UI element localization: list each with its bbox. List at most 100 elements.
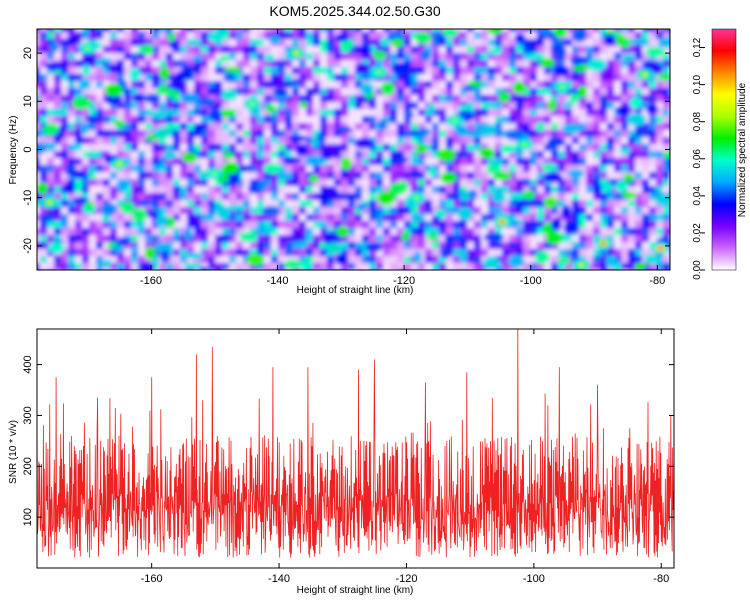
heatmap-cell — [586, 88, 594, 96]
heatmap-cell — [425, 88, 433, 96]
heatmap-y-tick-label: -10 — [22, 190, 34, 206]
heatmap-cell — [257, 249, 265, 257]
heatmap-cell — [75, 207, 83, 215]
heatmap-cell — [89, 179, 97, 187]
heatmap-cell — [145, 235, 153, 243]
heatmap-cell — [607, 130, 615, 138]
heatmap-cell — [145, 214, 153, 222]
heatmap-cell — [89, 32, 97, 40]
heatmap-cell — [299, 32, 307, 40]
heatmap-cell — [313, 29, 321, 33]
heatmap-cell — [124, 67, 132, 75]
heatmap-cell — [138, 109, 146, 117]
heatmap-cell — [180, 137, 188, 145]
heatmap-cell — [243, 151, 251, 159]
heatmap-cell — [670, 74, 678, 82]
heatmap-cell — [89, 60, 97, 68]
heatmap-cell — [37, 95, 41, 103]
heatmap-cell — [404, 144, 412, 152]
heatmap-cell — [37, 200, 41, 208]
heatmap-cell — [614, 158, 622, 166]
heatmap-cell — [334, 158, 342, 166]
heatmap-cell — [558, 74, 566, 82]
heatmap-cell — [369, 235, 377, 243]
heatmap-cell — [362, 200, 370, 208]
heatmap-cell — [446, 46, 454, 54]
heatmap-cell — [509, 29, 517, 33]
heatmap-cell — [628, 165, 636, 173]
heatmap-cell — [166, 207, 174, 215]
heatmap-cell — [670, 263, 678, 271]
heatmap-cell — [635, 123, 643, 131]
colorbar-tick-label: 0.00 — [692, 260, 703, 280]
heatmap-cell — [320, 95, 328, 103]
heatmap-cell — [187, 109, 195, 117]
heatmap-cell — [628, 270, 636, 278]
heatmap-cell — [166, 179, 174, 187]
heatmap-cell — [467, 263, 475, 270]
heatmap-cell — [75, 228, 83, 236]
heatmap-blob — [120, 201, 135, 214]
heatmap-cell — [320, 144, 328, 152]
heatmap-cell — [355, 179, 363, 187]
heatmap-cell — [670, 228, 678, 236]
heatmap-cell — [453, 39, 461, 47]
heatmap-cell — [152, 256, 160, 264]
heatmap-cell — [600, 123, 608, 131]
heatmap-blob — [479, 147, 495, 159]
heatmap-cell — [145, 158, 153, 166]
heatmap-cell — [453, 137, 461, 145]
heatmap-cell — [110, 186, 118, 194]
heatmap-cell — [642, 228, 650, 236]
heatmap-cell — [96, 242, 104, 250]
heatmap-cell — [565, 144, 573, 152]
heatmap-cell — [481, 214, 489, 222]
heatmap-cell — [383, 60, 391, 68]
heatmap-cell — [404, 46, 412, 54]
heatmap-cell — [418, 214, 426, 222]
heatmap-cell — [600, 214, 608, 222]
heatmap-cell — [369, 102, 377, 110]
heatmap-cell — [481, 109, 489, 117]
heatmap-cell — [306, 172, 314, 180]
heatmap-cell — [37, 172, 41, 180]
heatmap-cell — [642, 81, 650, 89]
heatmap-cell — [201, 116, 209, 124]
heatmap-cell — [439, 235, 447, 243]
heatmap-cell — [278, 228, 286, 236]
heatmap-blob — [436, 148, 457, 162]
heatmap-cell — [110, 29, 118, 33]
heatmap-cell — [327, 207, 335, 215]
heatmap-cell — [278, 53, 286, 61]
heatmap-cell — [166, 144, 174, 152]
heatmap-cell — [285, 172, 293, 180]
heatmap-cell — [152, 193, 160, 201]
heatmap-blob — [181, 65, 196, 74]
heatmap-blob — [160, 250, 170, 263]
heatmap-cell — [68, 193, 76, 201]
heatmap-cell — [418, 158, 426, 166]
heatmap-blob — [323, 231, 340, 246]
heatmap-cell — [257, 263, 265, 270]
heatmap-cell — [348, 193, 356, 201]
heatmap-cell — [474, 39, 482, 47]
heatmap-cell — [418, 179, 426, 187]
heatmap-cell — [159, 39, 167, 47]
heatmap-cell — [341, 116, 349, 124]
heatmap-cell — [614, 123, 622, 131]
heatmap-cell — [502, 165, 510, 173]
heatmap-cell — [348, 270, 356, 278]
heatmap-cell — [474, 256, 482, 264]
heatmap-cell — [579, 116, 587, 124]
heatmap-cell — [173, 207, 181, 215]
heatmap-cell — [110, 74, 118, 82]
heatmap-cell — [285, 214, 293, 222]
heatmap-cell — [404, 263, 412, 270]
heatmap-cell — [404, 95, 412, 103]
heatmap-cell — [474, 102, 482, 110]
heatmap-cell — [54, 95, 62, 103]
heatmap-cell — [523, 39, 531, 47]
heatmap-cell — [586, 172, 594, 180]
heatmap-cell — [250, 270, 258, 278]
